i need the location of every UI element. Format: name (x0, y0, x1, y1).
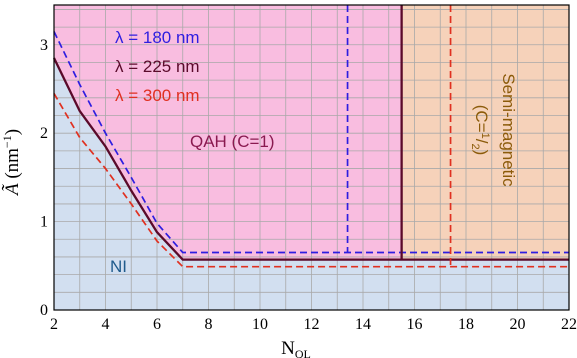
x-tick-label: 16 (407, 316, 423, 333)
x-axis-title: NQL (281, 338, 311, 358)
y-axis-title-unit-exp: −1 (0, 135, 14, 148)
semi-label-frac-den: 2 (469, 143, 481, 149)
qah-region (54, 5, 402, 260)
series-lines (52, 5, 569, 268)
x-tick-label: 8 (205, 316, 213, 333)
x-tick-label: 22 (561, 316, 577, 333)
x-tick-label: 4 (102, 316, 110, 333)
series-line-0 (53, 31, 569, 254)
x-axis-title-main: N (281, 338, 295, 358)
y-axis-title-unit-close: ) (2, 129, 23, 135)
y-axis-title-symbol: Ã (2, 183, 23, 197)
x-tick-label: 10 (252, 316, 268, 333)
x-tick-label: 12 (304, 316, 320, 333)
ni-region-label: NI (110, 257, 127, 276)
grid-lines (54, 5, 569, 310)
y-axis-title-unit-open: (nm (2, 148, 23, 184)
x-tick-label: 20 (510, 316, 526, 333)
legend-entry-180nm: λ = 180 nm (115, 28, 200, 47)
semi-label-frac-slash: / (472, 139, 491, 144)
legend: λ = 180 nm λ = 225 nm λ = 300 nm (115, 28, 200, 105)
svg-text:NQL: NQL (281, 338, 311, 358)
y-tick-label: 2 (40, 125, 48, 142)
legend-entry-225nm: λ = 225 nm (115, 57, 200, 76)
semi-label-open: (C= (472, 105, 491, 133)
semi-label-frac-num: 1 (479, 133, 491, 139)
legend-entry-300nm: λ = 300 nm (115, 86, 200, 105)
x-tick-label: 18 (458, 316, 474, 333)
y-tick-label: 0 (40, 302, 48, 319)
semi-label-close: ) (472, 150, 491, 156)
y-tick-label: 3 (40, 37, 48, 54)
svg-text:Ã (nm−1): Ã (nm−1) (0, 129, 23, 197)
semi-magnetic-label-line2: (C=1/2) (469, 105, 491, 156)
series-line-1 (52, 57, 569, 261)
series-line-2 (53, 92, 569, 268)
x-tick-label: 6 (153, 316, 161, 333)
y-axis-title: Ã (nm−1) (0, 129, 23, 197)
semi-magnetic-region-label: Semi-magnetic (C=1/2) (469, 73, 518, 187)
x-axis-title-sub: QL (295, 347, 311, 358)
x-tick-label: 2 (50, 316, 58, 333)
y-tick-label: 1 (40, 214, 48, 231)
qah-region-label: QAH (C=1) (190, 132, 275, 151)
plot-frame (53, 4, 570, 311)
semi-magnetic-region (401, 5, 569, 260)
x-tick-label: 14 (355, 316, 371, 333)
semi-magnetic-label-line1: Semi-magnetic (499, 73, 518, 187)
